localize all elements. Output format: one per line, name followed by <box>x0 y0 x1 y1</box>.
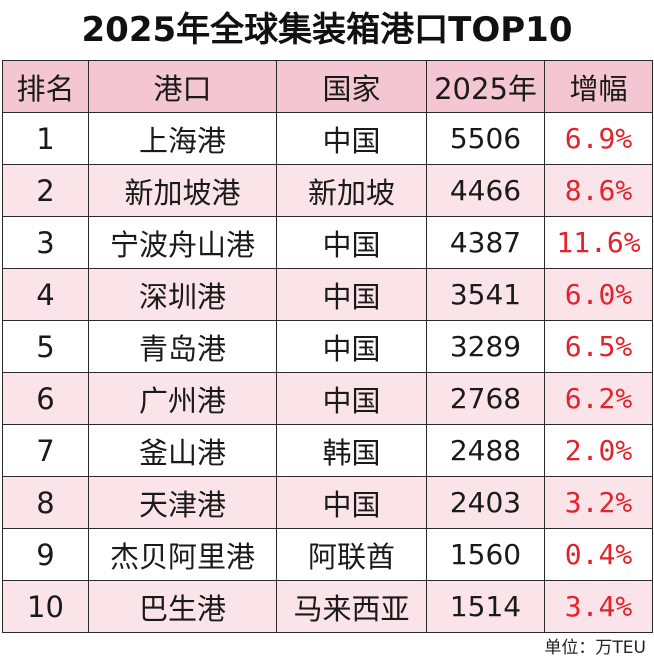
port-cell: 巴生港 <box>88 580 277 633</box>
growth-cell: 8.6% <box>544 164 653 217</box>
rank-cell: 9 <box>2 528 89 581</box>
growth-cell: 6.9% <box>544 112 653 165</box>
page-title: 2025年全球集装箱港口TOP10 <box>81 10 573 50</box>
growth-cell: 6.0% <box>544 268 653 321</box>
port-cell: 天津港 <box>88 476 277 529</box>
table-row: 4 深圳港 中国 3541 6.0% <box>2 268 653 321</box>
teu-cell: 3289 <box>426 320 545 373</box>
growth-cell: 11.6% <box>544 216 653 269</box>
table-row: 1 上海港 中国 5506 6.9% <box>2 112 653 165</box>
port-cell: 宁波舟山港 <box>88 216 277 269</box>
rank-cell: 2 <box>2 164 89 217</box>
rank-cell: 10 <box>2 580 89 633</box>
port-cell: 杰贝阿里港 <box>88 528 277 581</box>
teu-cell: 2488 <box>426 424 545 477</box>
port-cell: 广州港 <box>88 372 277 425</box>
growth-cell: 6.5% <box>544 320 653 373</box>
country-cell: 中国 <box>276 268 427 321</box>
teu-cell: 5506 <box>426 112 545 165</box>
port-cell: 新加坡港 <box>88 164 277 217</box>
header-country: 国家 <box>276 60 427 113</box>
port-ranking-table: 排名 港口 国家 2025年 增幅 1 上海港 中国 5506 6.9% 2 新… <box>2 60 653 633</box>
port-cell: 上海港 <box>88 112 277 165</box>
country-cell: 韩国 <box>276 424 427 477</box>
rank-cell: 3 <box>2 216 89 269</box>
country-cell: 中国 <box>276 372 427 425</box>
rank-cell: 1 <box>2 112 89 165</box>
teu-cell: 4387 <box>426 216 545 269</box>
growth-cell: 3.2% <box>544 476 653 529</box>
growth-cell: 3.4% <box>544 580 653 633</box>
country-cell: 中国 <box>276 112 427 165</box>
rank-cell: 8 <box>2 476 89 529</box>
table-row: 10 巴生港 马来西亚 1514 3.4% <box>2 580 653 633</box>
table-row: 2 新加坡港 新加坡 4466 8.6% <box>2 164 653 217</box>
country-cell: 中国 <box>276 476 427 529</box>
rank-cell: 6 <box>2 372 89 425</box>
growth-cell: 2.0% <box>544 424 653 477</box>
rank-cell: 7 <box>2 424 89 477</box>
country-cell: 中国 <box>276 216 427 269</box>
rank-cell: 5 <box>2 320 89 373</box>
teu-cell: 1560 <box>426 528 545 581</box>
unit-note: 单位：万TEU <box>544 638 646 658</box>
header-port: 港口 <box>88 60 277 113</box>
table-row: 7 釜山港 韩国 2488 2.0% <box>2 424 653 477</box>
header-rank: 排名 <box>2 60 89 113</box>
table-row: 6 广州港 中国 2768 6.2% <box>2 372 653 425</box>
port-cell: 深圳港 <box>88 268 277 321</box>
teu-cell: 2768 <box>426 372 545 425</box>
port-cell: 釜山港 <box>88 424 277 477</box>
header-growth: 增幅 <box>544 60 653 113</box>
growth-cell: 0.4% <box>544 528 653 581</box>
table-row: 9 杰贝阿里港 阿联酋 1560 0.4% <box>2 528 653 581</box>
teu-cell: 3541 <box>426 268 545 321</box>
table-header-row: 排名 港口 国家 2025年 增幅 <box>2 60 653 113</box>
header-teu: 2025年 <box>426 60 545 113</box>
country-cell: 中国 <box>276 320 427 373</box>
table-row: 5 青岛港 中国 3289 6.5% <box>2 320 653 373</box>
teu-cell: 4466 <box>426 164 545 217</box>
country-cell: 新加坡 <box>276 164 427 217</box>
country-cell: 阿联酋 <box>276 528 427 581</box>
table-row: 3 宁波舟山港 中国 4387 11.6% <box>2 216 653 269</box>
teu-cell: 1514 <box>426 580 545 633</box>
country-cell: 马来西亚 <box>276 580 427 633</box>
table-row: 8 天津港 中国 2403 3.2% <box>2 476 653 529</box>
growth-cell: 6.2% <box>544 372 653 425</box>
port-cell: 青岛港 <box>88 320 277 373</box>
teu-cell: 2403 <box>426 476 545 529</box>
rank-cell: 4 <box>2 268 89 321</box>
